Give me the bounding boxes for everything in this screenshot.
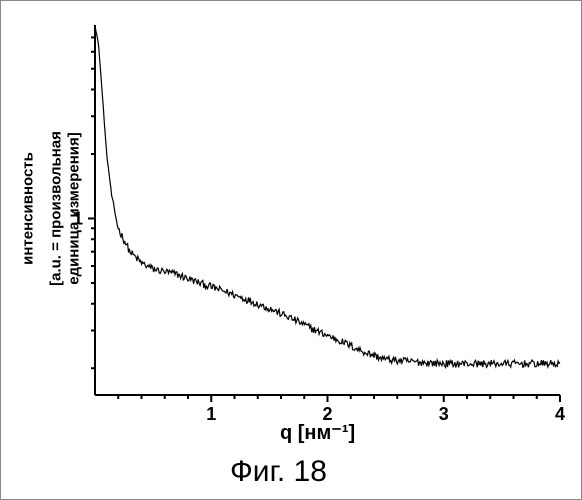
y-axis-label-group: интенсивность [a.u. = произвольная едини… <box>6 50 66 350</box>
scattering-curve <box>95 26 560 368</box>
ylabel-line2: [a.u. = произвольная <box>48 119 65 299</box>
ylabel-line3: единица измерения] <box>66 119 83 299</box>
svg-text:4: 4 <box>555 404 565 424</box>
svg-text:1: 1 <box>206 404 216 424</box>
x-axis-label: q [нм⁻¹] <box>280 420 355 445</box>
ylabel-line1: интенсивность <box>20 129 37 289</box>
figure-caption: Фиг. 18 <box>230 455 327 489</box>
svg-text:3: 3 <box>439 404 449 424</box>
figure-container: 12341 интенсивность [a.u. = произвольная… <box>0 0 582 500</box>
